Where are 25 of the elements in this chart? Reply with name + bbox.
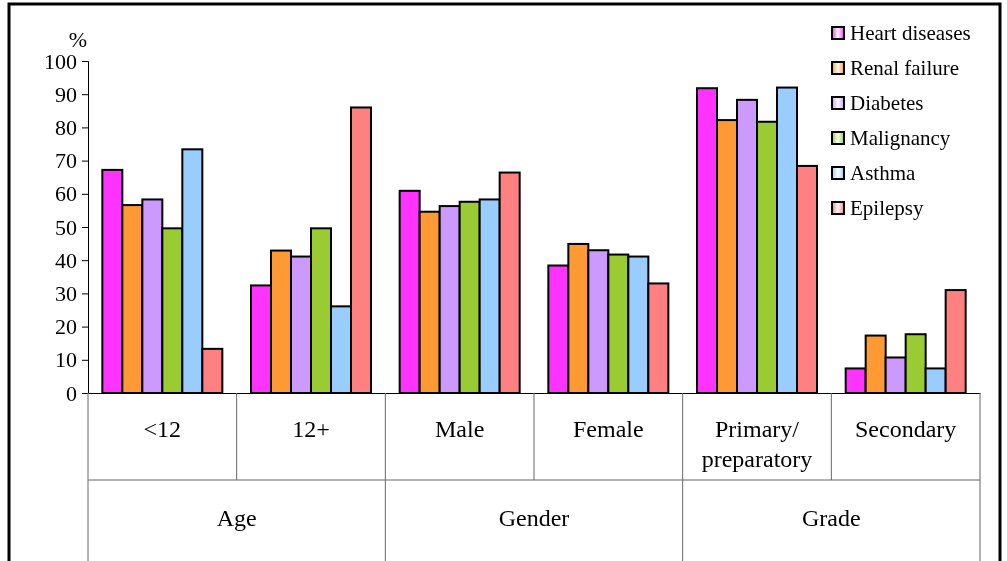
y-tick-label: 40 bbox=[55, 247, 77, 273]
y-tick-label: 90 bbox=[55, 81, 77, 107]
legend-label: Epilepsy bbox=[850, 196, 924, 220]
y-tick-label: 50 bbox=[55, 214, 77, 240]
x-tick-label: Female bbox=[573, 416, 644, 442]
text: Grade bbox=[802, 505, 861, 531]
x-tick-label: Secondary bbox=[855, 416, 957, 442]
legend-label: Malignancy bbox=[850, 126, 951, 150]
legend-label: Heart diseases bbox=[850, 21, 971, 45]
y-tick-label: 10 bbox=[55, 347, 77, 373]
text: Age bbox=[216, 505, 257, 531]
legend-label: Diabetes bbox=[850, 91, 924, 115]
y-tick-label: 60 bbox=[55, 181, 77, 207]
y-tick-label: 0 bbox=[66, 380, 77, 406]
x-tick-label: <12 bbox=[143, 416, 182, 442]
text: Gender bbox=[498, 505, 570, 531]
y-tick-label: 80 bbox=[55, 114, 77, 140]
y-tick-label: 30 bbox=[55, 280, 77, 306]
x-tick-label: 12+ bbox=[292, 416, 330, 442]
x-tick-label: Male bbox=[435, 416, 485, 442]
legend-label: Asthma bbox=[850, 161, 917, 185]
y-tick-label: 20 bbox=[55, 314, 77, 340]
x-tick-label: Primary/ preparatory bbox=[701, 416, 813, 472]
legend-label: Renal failure bbox=[850, 56, 960, 80]
y-tick-label: 70 bbox=[55, 148, 77, 174]
